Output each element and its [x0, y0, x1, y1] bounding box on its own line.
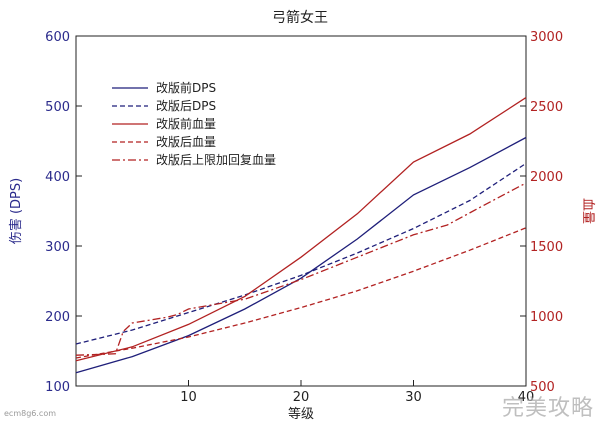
watermark-left: ecm8g6.com: [4, 409, 56, 418]
right-y-axis-label: 血量: [580, 198, 595, 224]
right-tick-label: 2500: [530, 100, 563, 115]
legend-label-4: 改版后血量: [156, 135, 216, 149]
chart-title: 弓箭女王: [272, 9, 328, 26]
right-tick-label: 500: [530, 380, 555, 395]
series-line-1: [75, 136, 527, 374]
left-tick-label: 600: [45, 30, 70, 45]
left-tick-label: 100: [45, 380, 70, 395]
legend-label-2: 改版后DPS: [156, 99, 216, 113]
right-axis-ticks: 500 1000 1500 2000 2500 3000: [520, 30, 563, 395]
left-y-axis-label: 伤害 (DPS): [8, 178, 24, 244]
series-line-4: [75, 227, 527, 359]
left-tick-label: 500: [45, 100, 70, 115]
right-tick-label: 2000: [530, 170, 563, 185]
x-axis-label: 等级: [288, 406, 314, 422]
x-tick-label: 20: [293, 390, 310, 405]
left-axis-ticks: 100 200 300 400 500 600: [45, 30, 82, 395]
left-tick-label: 200: [45, 310, 70, 325]
right-tick-label: 1500: [530, 240, 563, 255]
left-tick-label: 400: [45, 170, 70, 185]
series-line-2: [75, 162, 527, 345]
watermark-right: 完美攻略: [501, 396, 594, 421]
series-lines: [75, 97, 527, 374]
x-tick-label: 40: [518, 390, 535, 405]
right-tick-label: 1000: [530, 310, 563, 325]
right-tick-label: 3000: [530, 30, 563, 45]
x-tick-label: 10: [180, 390, 197, 405]
x-tick-label: 30: [405, 390, 422, 405]
legend-label-5: 改版后上限加回复血量: [156, 153, 276, 167]
series-line-5: [75, 182, 527, 356]
x-axis-ticks: 10 20 30 40: [180, 380, 534, 405]
legend-label-3: 改版前血量: [156, 116, 216, 131]
series-line-3: [75, 97, 527, 362]
legend-label-1: 改版前DPS: [156, 80, 216, 95]
left-tick-label: 300: [45, 240, 70, 255]
